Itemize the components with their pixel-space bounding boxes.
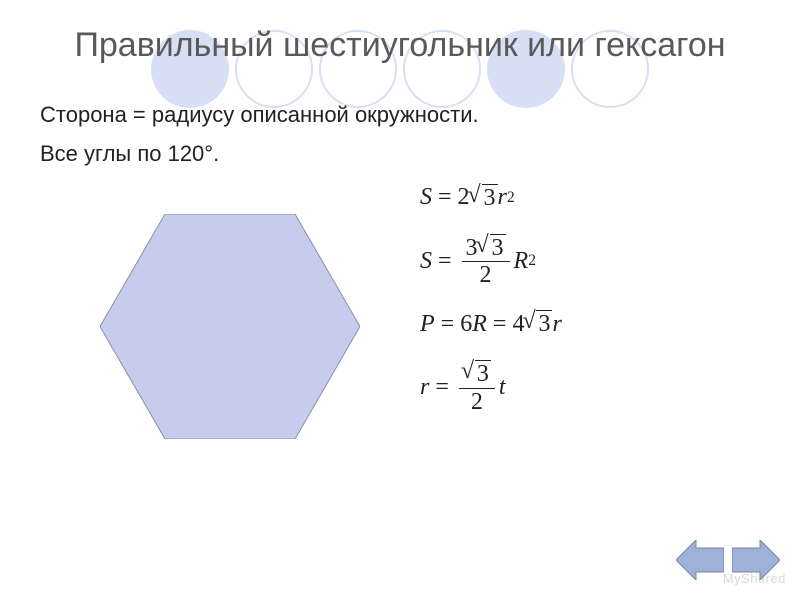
content-row: S = 2 3 r2 S = 33 2 R2 P = 6R = 4 3 [0,184,800,444]
formula-perimeter: P = 6R = 4 3 r [420,310,562,338]
formula-area-inradius: S = 2 3 r2 [420,184,562,212]
formula-area-circumradius: S = 33 2 R2 [420,234,562,289]
next-arrow-icon[interactable] [732,540,780,580]
body-text: Сторона = радиусу описанной окружности. … [40,95,800,174]
body-line-2: Все углы по 120°. [40,134,800,174]
hexagon-polygon [100,214,360,439]
nav-arrows [676,540,780,580]
hexagon-shape [100,214,360,444]
formula-list: S = 2 3 r2 S = 33 2 R2 P = 6R = 4 3 [420,184,562,416]
prev-arrow-icon[interactable] [676,540,724,580]
slide-title: Правильный шестиугольник или гексагон [0,0,800,67]
body-line-1: Сторона = радиусу описанной окружности. [40,95,800,135]
formula-inradius-from-side: r = 3 2 t [420,360,562,415]
